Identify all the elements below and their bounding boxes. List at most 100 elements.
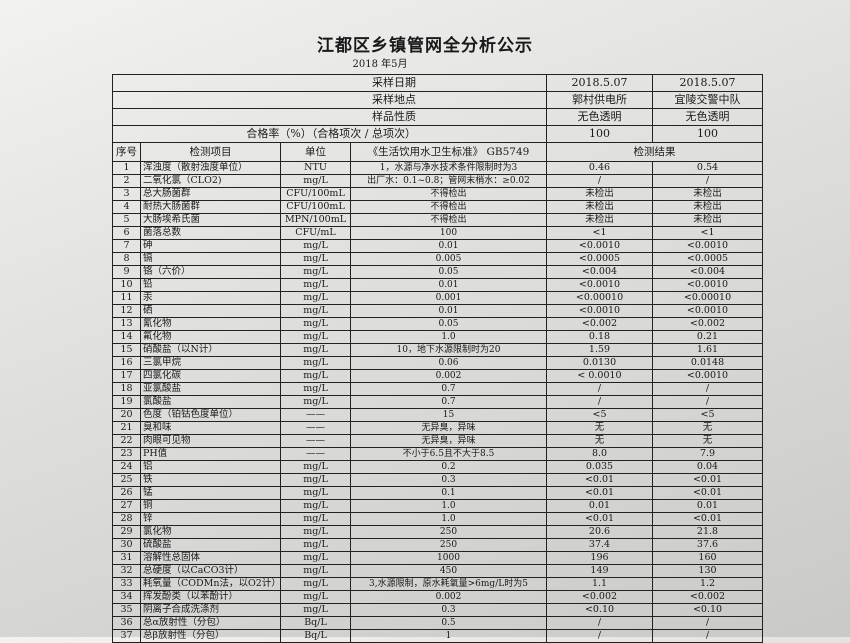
header-label: 采样地点: [112, 91, 547, 109]
row-no: 20: [112, 408, 141, 422]
col-unit: 单位: [280, 142, 351, 162]
row-no: 24: [112, 460, 141, 474]
result-2: <0.0010: [652, 369, 763, 383]
result-1: /: [546, 616, 653, 630]
result-1: <5: [546, 408, 653, 422]
unit: mg/L: [280, 304, 351, 318]
result-1: <0.004: [546, 265, 653, 279]
row-no: 4: [112, 200, 141, 214]
header-value: 无色透明: [546, 108, 653, 126]
result-1: <0.01: [546, 512, 653, 526]
unit: mg/L: [280, 499, 351, 513]
col-no: 序号: [112, 142, 141, 162]
standard-limit: 0.002: [350, 369, 547, 383]
table-row: 23 PH值 —— 不小于6.5且不大于8.5 8.0 7.9: [112, 447, 763, 461]
result-1: < 0.0010: [546, 369, 653, 383]
unit: mg/L: [280, 486, 351, 500]
unit: mg/L: [280, 395, 351, 409]
unit: CFU/mL: [280, 226, 351, 240]
standard-limit: 0.005: [350, 252, 547, 266]
result-1: <0.0010: [546, 239, 653, 253]
unit: ——: [280, 447, 351, 461]
unit: ——: [280, 421, 351, 435]
result-1: /: [546, 382, 653, 396]
unit: mg/L: [280, 291, 351, 305]
table-row: 21 臭和味 —— 无异臭，异味无无: [112, 421, 763, 435]
result-1: <0.0010: [546, 278, 653, 292]
row-no: 16: [112, 356, 141, 370]
unit: mg/L: [280, 278, 351, 292]
result-1: /: [546, 174, 653, 188]
unit: ——: [280, 434, 351, 448]
row-no: 8: [112, 252, 141, 266]
result-2: 7.9: [652, 447, 763, 461]
table-row: 37 总β放射性（分包） Bq/L 1//: [112, 629, 763, 643]
item-name: 硫酸盐: [140, 538, 281, 552]
result-1: <0.00010: [546, 291, 653, 305]
table-row: 3 总大肠菌群 CFU/100mL 不得检出 未检出 未检出: [112, 187, 763, 201]
header-value: 100: [546, 125, 653, 143]
table-row: 25 铁 mg/L 0.3 <0.01 <0.01: [112, 473, 763, 487]
row-no: 34: [112, 590, 141, 604]
unit: mg/L: [280, 564, 351, 578]
unit: mg/L: [280, 538, 351, 552]
result-2: 无: [652, 434, 763, 448]
table-row: 11 汞 mg/L 0.001 <0.00010 <0.00010: [112, 291, 763, 305]
standard-limit: 0.002: [350, 590, 547, 604]
result-2: <0.0010: [652, 239, 763, 253]
item-name: 总α放射性（分包）: [140, 616, 281, 630]
row-no: 1: [112, 161, 141, 175]
result-2: 未检出: [652, 213, 763, 227]
result-2: <0.004: [652, 265, 763, 279]
row-no: 12: [112, 304, 141, 318]
unit: mg/L: [280, 330, 351, 344]
unit: MPN/100mL: [280, 213, 351, 227]
unit: CFU/100mL: [280, 187, 351, 201]
result-1: 1.1: [546, 577, 653, 591]
result-2: 160: [652, 551, 763, 565]
standard-limit: 0.2: [350, 460, 547, 474]
header-label: 合格率（%）（合格项次 / 总项次）: [112, 125, 547, 143]
standard-limit: 0.1: [350, 486, 547, 500]
table-row: 24 铝 mg/L 0.2 0.035 0.04: [112, 460, 763, 474]
row-no: 9: [112, 265, 141, 279]
standard-limit: 250: [350, 525, 547, 539]
standard-limit: 100: [350, 226, 547, 240]
item-name: 浑浊度（散射浊度单位）: [140, 161, 281, 175]
result-2: 未检出: [652, 187, 763, 201]
result-2: <0.01: [652, 512, 763, 526]
unit: mg/L: [280, 265, 351, 279]
table-row: 17 四氯化碳 mg/L 0.002 < 0.0010 <0.0010: [112, 369, 763, 383]
result-1: 无: [546, 434, 653, 448]
standard-limit: 10，地下水源限制时为20: [350, 343, 547, 357]
standard-limit: 0.01: [350, 304, 547, 318]
col-results: 检测结果: [546, 142, 763, 162]
result-2: 未检出: [652, 200, 763, 214]
standard-limit: 3,水源限制，原水耗氧量>6mg/L时为5: [350, 577, 547, 591]
result-2: /: [652, 395, 763, 409]
unit: Bq/L: [280, 629, 351, 643]
result-1: <0.002: [546, 317, 653, 331]
unit: CFU/100mL: [280, 200, 351, 214]
table-row: 15 硝酸盐（以N计） mg/L 10，地下水源限制时为20 1.59 1.61: [112, 343, 763, 357]
standard-limit: 0.5: [350, 616, 547, 630]
header-value: 郭村供电所: [546, 91, 653, 109]
row-no: 10: [112, 278, 141, 292]
unit: mg/L: [280, 239, 351, 253]
result-2: <0.0005: [652, 252, 763, 266]
result-2: <5: [652, 408, 763, 422]
header-row: 采样日期 2018.5.07 2018.5.07: [112, 74, 763, 92]
item-name: 挥发酚类（以苯酚计）: [140, 590, 281, 604]
unit: mg/L: [280, 551, 351, 565]
result-2: 21.8: [652, 525, 763, 539]
result-2: 130: [652, 564, 763, 578]
result-1: /: [546, 629, 653, 643]
result-1: <0.0010: [546, 304, 653, 318]
row-no: 28: [112, 512, 141, 526]
item-name: 臭和味: [140, 421, 281, 435]
item-name: 铅: [140, 278, 281, 292]
table-row: 33 耗氧量（CODMn法，以O2计） mg/L 3,水源限制，原水耗氧量>6mg/L…: [112, 577, 763, 591]
row-no: 23: [112, 447, 141, 461]
result-1: 37.4: [546, 538, 653, 552]
header-label: 采样日期: [112, 74, 547, 92]
